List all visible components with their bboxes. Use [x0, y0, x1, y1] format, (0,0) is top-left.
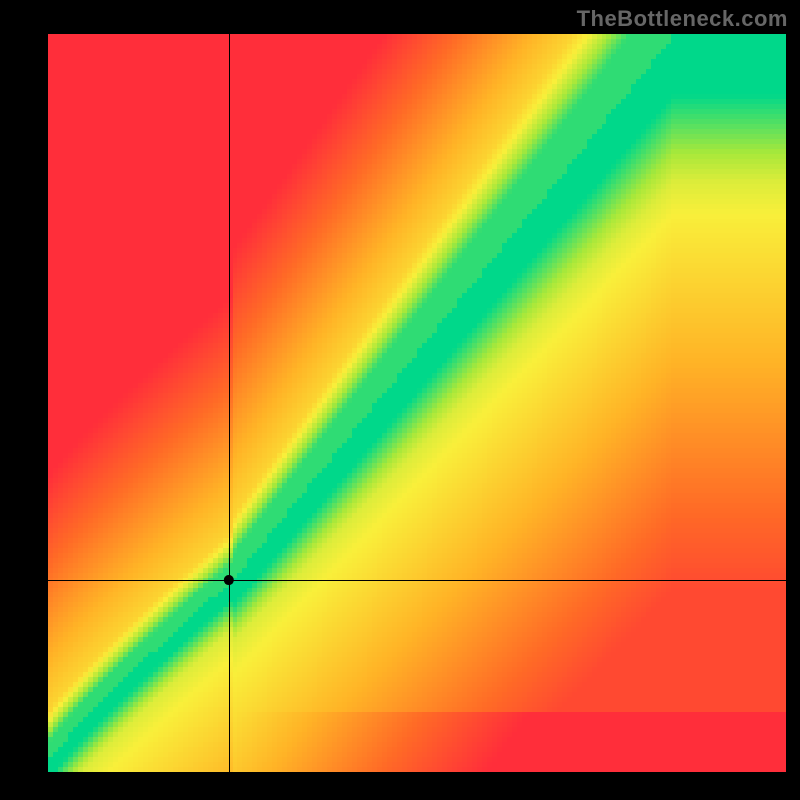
bottleneck-heatmap: [0, 0, 800, 800]
watermark-text: TheBottleneck.com: [577, 6, 788, 32]
chart-container: TheBottleneck.com: [0, 0, 800, 800]
